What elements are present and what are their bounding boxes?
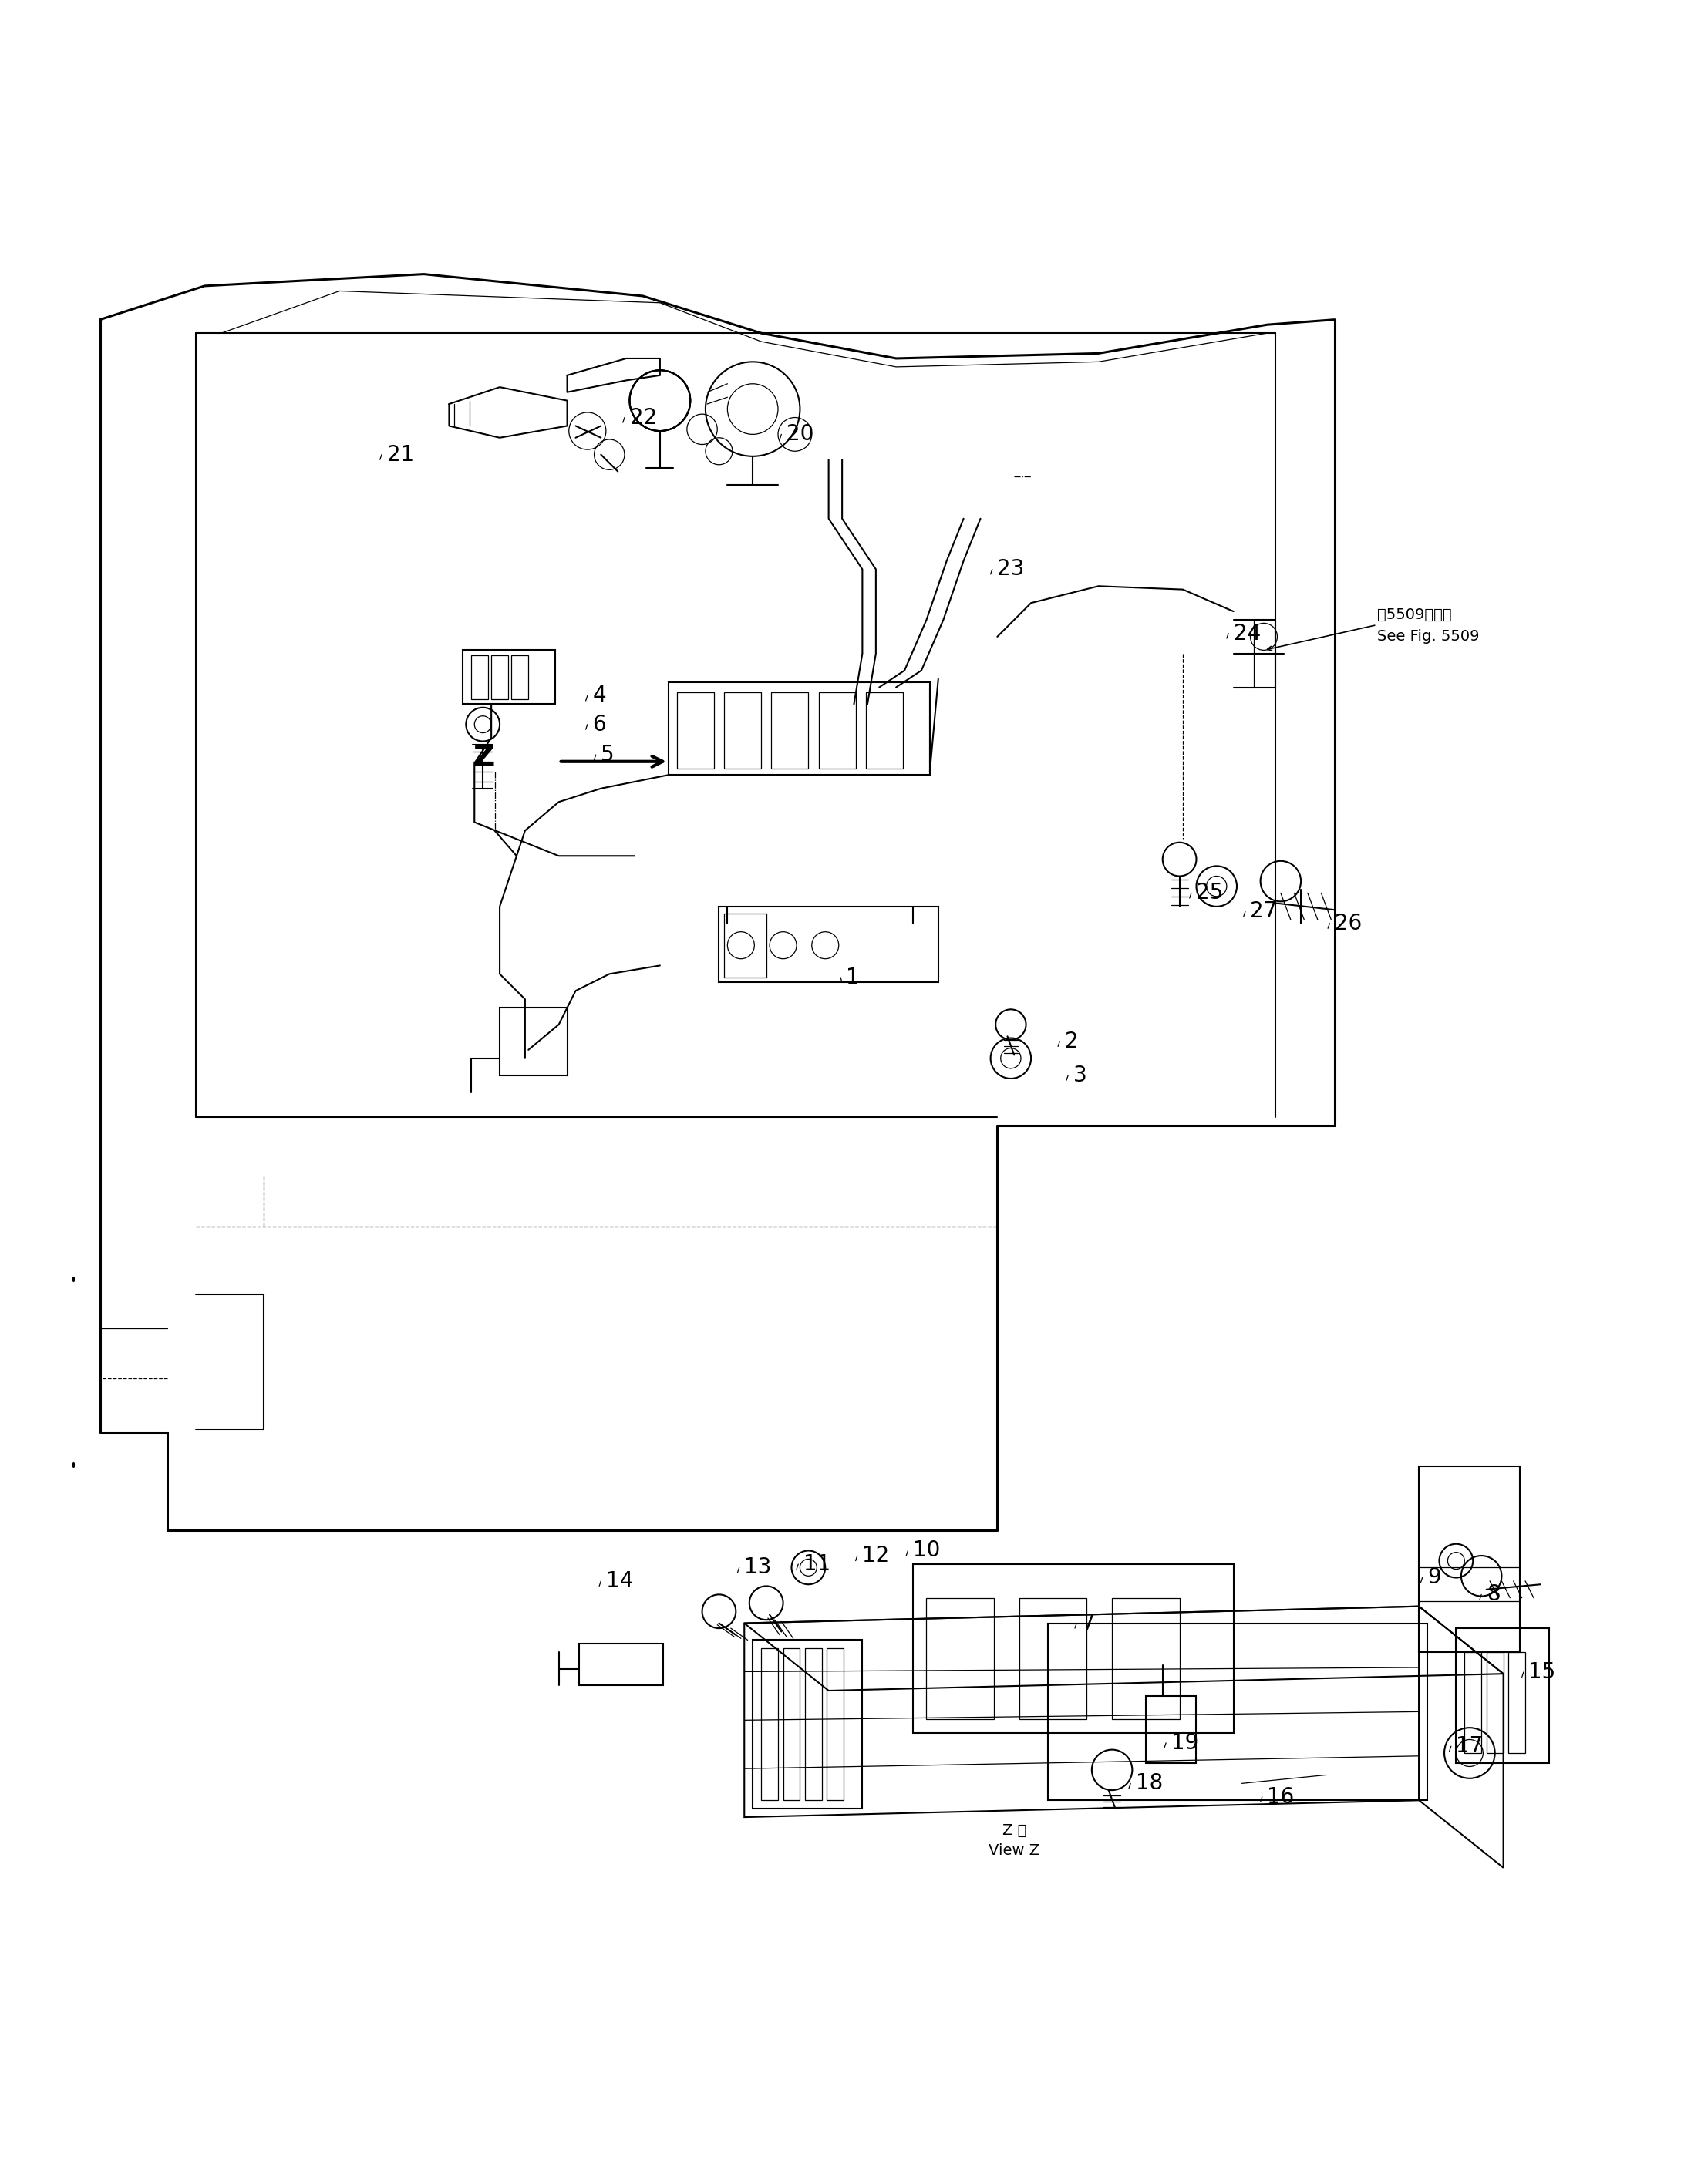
Bar [1113,1599,1179,1719]
Text: View Z: View Z [989,1843,1040,1859]
Bar [501,1007,566,1075]
Text: 22: 22 [629,406,656,428]
Text: 8: 8 [1486,1583,1500,1605]
Bar [927,1599,994,1719]
Text: 1: 1 [846,968,859,987]
Text: 2: 2 [1065,1031,1079,1053]
Text: 5: 5 [600,745,614,767]
Text: 11: 11 [803,1553,830,1575]
Bar [724,913,766,976]
Bar [1456,1629,1549,1762]
Text: 27: 27 [1250,900,1277,922]
Bar [771,692,808,769]
Bar [578,1642,663,1686]
Text: 3: 3 [1074,1064,1087,1085]
Text: 4: 4 [592,686,605,705]
Text: 20: 20 [786,424,813,446]
Bar [719,906,939,983]
Bar [472,655,489,699]
Text: 21: 21 [387,443,414,465]
Text: 26: 26 [1334,913,1361,935]
Text: 19: 19 [1172,1732,1199,1754]
Bar [512,655,528,699]
Bar [676,692,714,769]
Bar [805,1649,822,1800]
Bar [866,692,903,769]
Text: 12: 12 [862,1544,889,1566]
Bar [1464,1651,1481,1754]
Text: 18: 18 [1136,1773,1163,1795]
Text: Z: Z [473,743,495,773]
Text: 15: 15 [1529,1662,1556,1684]
Bar [752,1640,862,1808]
Text: Z 視: Z 視 [1003,1824,1026,1839]
Text: 第5509図参照: 第5509図参照 [1376,607,1451,622]
Text: 6: 6 [592,714,605,736]
Bar [1048,1623,1427,1800]
Text: 7: 7 [1082,1612,1096,1634]
Bar [1020,1599,1087,1719]
Text: See Fig. 5509: See Fig. 5509 [1376,629,1480,644]
Text: 23: 23 [998,559,1025,581]
Bar [463,651,555,703]
Bar [827,1649,844,1800]
Text: 25: 25 [1196,882,1224,904]
Bar [1419,1465,1520,1651]
Bar [492,655,509,699]
Bar [913,1564,1233,1732]
Bar [818,692,856,769]
Text: 24: 24 [1233,622,1260,644]
Text: 9: 9 [1427,1566,1441,1588]
Bar [1486,1651,1503,1754]
Text: 13: 13 [744,1557,771,1579]
Bar [1146,1695,1196,1762]
Bar [724,692,761,769]
Bar [783,1649,800,1800]
Text: 16: 16 [1267,1787,1294,1808]
Bar [761,1649,778,1800]
Bar [668,681,930,775]
Text: 10: 10 [913,1540,940,1562]
Text: 14: 14 [605,1570,632,1592]
Bar [1508,1651,1525,1754]
Text: 17: 17 [1456,1736,1483,1758]
